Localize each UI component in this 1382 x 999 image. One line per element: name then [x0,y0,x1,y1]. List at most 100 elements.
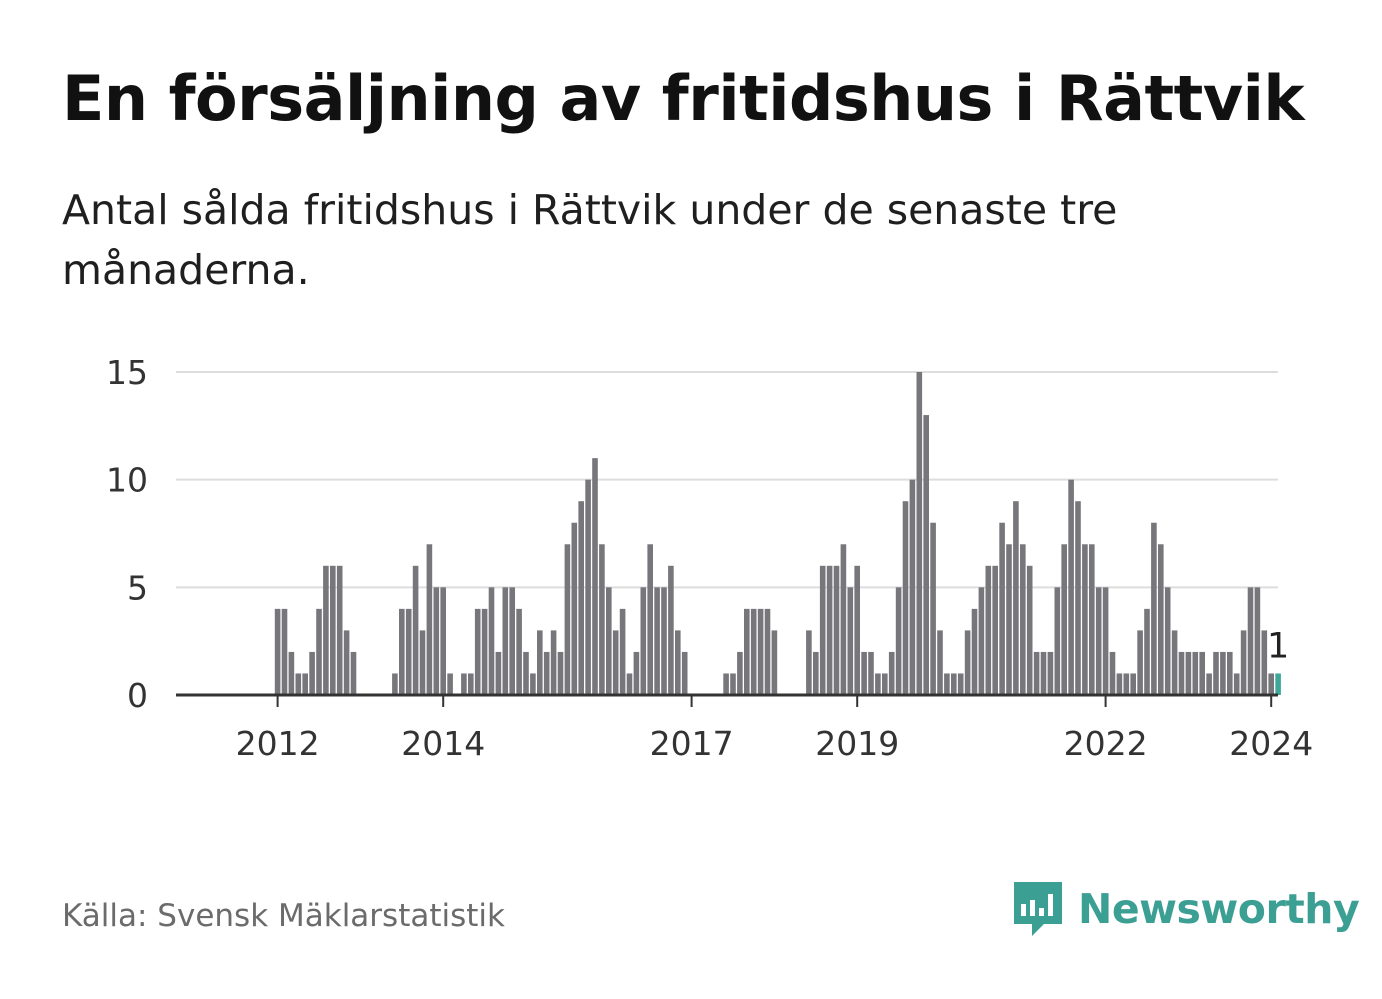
bar [523,651,529,695]
bar [578,501,584,695]
bar [619,608,626,695]
bar [944,673,950,695]
y-tick-label: 10 [106,461,148,500]
bar [654,587,660,695]
y-tick-label: 0 [127,676,148,715]
bar [509,587,515,695]
bar [902,501,909,695]
bar [461,673,467,695]
bar [433,587,440,695]
bar [951,673,957,695]
bar [606,587,612,695]
bar [909,479,916,695]
bar [764,608,771,695]
bar [1013,501,1019,695]
bar [468,673,474,695]
x-tick-label: 2024 [1229,724,1313,763]
x-tick-label: 2012 [236,724,320,763]
bar [992,565,998,695]
bar [895,587,902,695]
bar [1185,651,1192,695]
bar [281,608,288,695]
bar [916,372,923,695]
bar [971,608,978,695]
bar [668,565,674,695]
bar [826,565,833,695]
bar [888,651,895,695]
bar [481,608,488,695]
newsworthy-icon [1014,882,1062,936]
bar [592,458,598,695]
bar [1123,673,1130,695]
bar [647,544,653,695]
bar [309,651,315,695]
bar [1095,587,1102,695]
bar [937,630,943,695]
bar [1220,651,1226,695]
bar [1040,651,1047,695]
bar [750,608,757,695]
bar [819,565,826,695]
x-tick-label: 2017 [650,724,734,763]
bar [1233,673,1240,695]
bar [419,630,426,695]
x-tick-label: 2022 [1064,724,1148,763]
bar [516,608,522,695]
bar [1164,587,1171,695]
bar [957,673,964,695]
bar [295,673,302,695]
bar [744,608,750,695]
bar [488,587,495,695]
bar [681,651,688,695]
bar [392,673,398,695]
bar [1171,630,1178,695]
bar [350,651,357,695]
bar [757,608,764,695]
chart-title: En försäljning av fritidshus i Rättvik [62,62,1305,135]
bar [316,608,322,695]
bar [1199,651,1205,695]
bar [923,415,929,695]
bar [964,630,971,695]
bar [1206,673,1212,695]
bar [302,673,308,695]
bar [875,673,881,695]
bar [675,630,681,695]
bar [323,565,329,695]
bar [1102,587,1109,695]
bar [550,630,557,695]
bar [833,565,840,695]
bar [978,587,985,695]
bar [633,651,640,695]
bar [336,565,343,695]
highlight-value-label: 1 [1267,626,1289,666]
x-tick-label: 2019 [815,724,899,763]
bar [806,630,812,695]
bar [1061,544,1067,695]
bar [723,673,729,695]
bar [1254,587,1261,695]
brand-logo[interactable]: Newsworthy [1010,878,1360,940]
bar [1227,651,1233,695]
bar [1178,651,1185,695]
bar [274,608,281,695]
bar [1020,544,1026,695]
bar [530,673,536,695]
bar [1261,630,1268,695]
bar [861,651,867,695]
bar [730,673,736,695]
bar [1116,673,1123,695]
bar [612,630,619,695]
bar [868,651,874,695]
bar [847,587,854,695]
bar [985,565,992,695]
bar [661,587,667,695]
bar [343,630,350,695]
bar [1247,587,1254,695]
bar [1240,630,1247,695]
bar [1213,651,1219,695]
brand-name: Newsworthy [1078,885,1360,933]
source-note: Källa: Svensk Mäklarstatistik [62,898,505,934]
bar [882,673,888,695]
bar [474,608,481,695]
